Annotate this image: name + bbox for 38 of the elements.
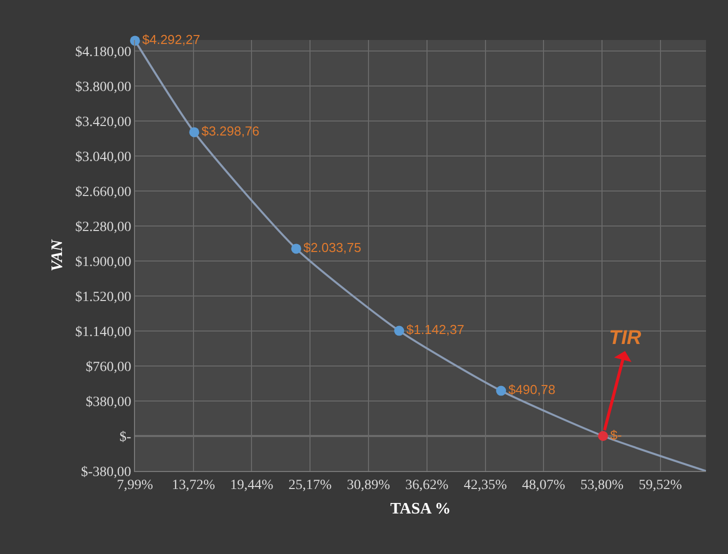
data-label: $4.292,27 [142, 32, 200, 47]
x-axis-title: TASA % [390, 500, 451, 518]
x-tick-label: 7,99% [116, 478, 154, 493]
y-tick-label: $- [120, 430, 132, 445]
point [496, 386, 506, 396]
x-tick-label: 19,44% [230, 478, 274, 493]
y-tick-label: $1.900,00 [75, 254, 132, 270]
x-tick-label: 42,35% [464, 478, 508, 493]
y-tick-label: $-380,00 [81, 464, 132, 480]
y-tick-label: $760,00 [86, 360, 132, 375]
y-tick-label: $4.180,00 [75, 44, 132, 60]
x-tick-label: 53,80% [580, 478, 624, 493]
point [130, 36, 140, 46]
y-tick-label: $380,00 [86, 394, 132, 410]
y-tick-label: $1.140,00 [75, 324, 132, 340]
point [291, 244, 302, 254]
data-label: $3.298,76 [201, 123, 260, 138]
point [394, 326, 404, 336]
y-tick-label: $2.280,00 [75, 220, 132, 235]
x-tick-label: 13,72% [172, 478, 216, 493]
y-tick-label: $2.660,00 [75, 184, 132, 200]
y-axis-title: VAN [49, 238, 66, 272]
data-label: $2.033,75 [303, 240, 362, 255]
x-tick-label: 48,07% [522, 478, 566, 493]
annotation: TIR [609, 327, 642, 349]
y-tick-label: $3.040,00 [75, 150, 132, 165]
y-tick-label: $1.520,00 [75, 290, 132, 305]
data-label: $490,78 [508, 382, 556, 398]
point [598, 431, 608, 441]
x-tick-label: 36,62% [405, 478, 449, 493]
x-tick-label: 30,89% [346, 478, 390, 493]
x-tick-label: 25,17% [288, 478, 332, 493]
data-label: $1.142,37 [406, 322, 464, 338]
data-label: $- [610, 427, 622, 442]
x-tick-label: 59,52% [638, 478, 682, 493]
point [189, 127, 200, 138]
y-tick-label: $3.800,00 [75, 80, 132, 95]
y-tick-label: $3.420,00 [75, 114, 132, 130]
